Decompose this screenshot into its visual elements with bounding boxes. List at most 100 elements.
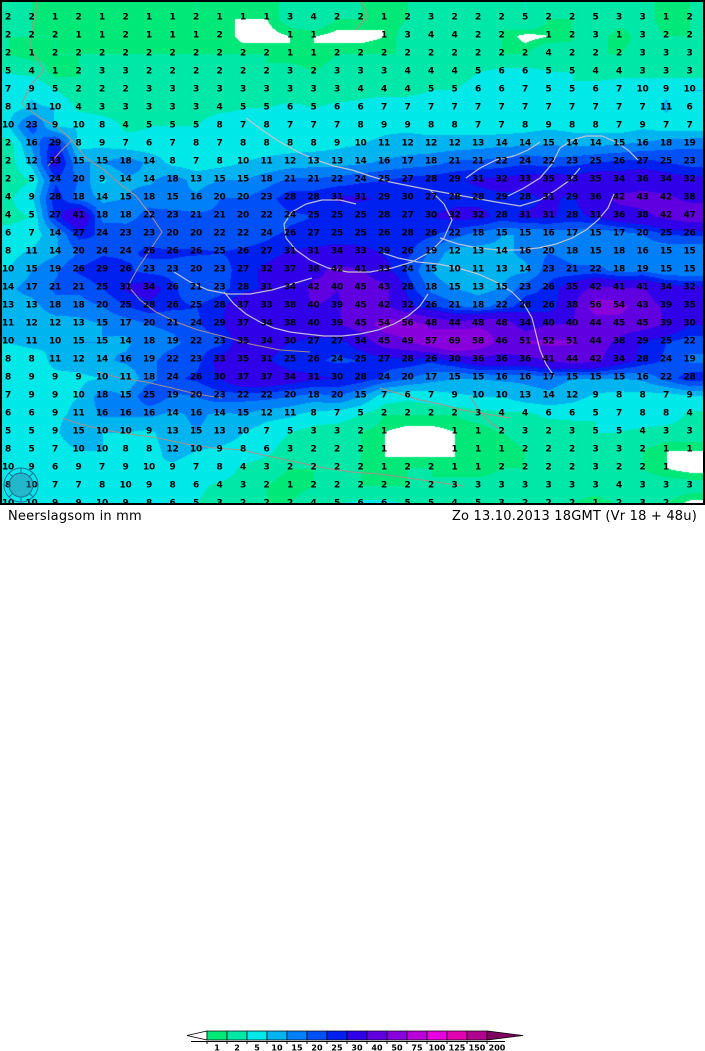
grid-value-cell: 1 [193, 32, 199, 41]
grid-value-cell: 2 [193, 14, 199, 23]
grid-value-cell: 1 [663, 446, 669, 455]
grid-value-cell: 35 [590, 176, 602, 185]
grid-value-cell: 17 [26, 284, 38, 293]
grid-value-cell: 2 [475, 14, 481, 23]
grid-value-cell: 8 [193, 140, 199, 149]
colorbar-over-arrow [487, 1031, 523, 1040]
grid-value-cell: 2 [217, 32, 223, 41]
grid-value-cell: 22 [237, 392, 249, 401]
grid-value-cell: 2 [5, 140, 11, 149]
grid-value-cell: 31 [120, 284, 132, 293]
grid-value-cell: 33 [519, 176, 531, 185]
grid-value-cell: 25 [143, 392, 155, 401]
grid-value-cell: 17 [425, 374, 437, 383]
grid-value-cell: 37 [237, 320, 249, 329]
grid-value-cell: 18 [261, 176, 273, 185]
grid-value-cell: 38 [637, 212, 649, 221]
grid-value-cell: 2 [264, 50, 270, 59]
grid-value-cell: 24 [284, 212, 296, 221]
grid-value-cell: 3 [663, 68, 669, 77]
grid-value-cell: 7 [334, 410, 340, 419]
grid-value-cell: 11 [261, 158, 273, 167]
grid-value-cell: 2 [663, 32, 669, 41]
grid-value-cell: 30 [684, 320, 696, 329]
grid-value-cell: 7 [76, 482, 82, 491]
grid-value-cell: 1 [76, 32, 82, 41]
grid-value-cell: 5 [240, 104, 246, 113]
grid-value-cell: 25 [284, 356, 296, 365]
grid-value-cell: 20 [543, 248, 555, 257]
grid-value-cell: 8 [640, 392, 646, 401]
grid-value-cell: 2 [405, 14, 411, 23]
grid-value-cell: 7 [499, 104, 505, 113]
grid-value-cell: 8 [311, 140, 317, 149]
grid-value-cell: 29 [49, 140, 61, 149]
grid-value-cell: 14 [566, 140, 578, 149]
grid-value-cell: 3 [170, 104, 176, 113]
grid-value-cell: 34 [613, 356, 625, 365]
grid-value-cell: 23 [120, 230, 132, 239]
grid-value-cell: 9 [76, 464, 82, 473]
grid-value-cell: 24 [120, 248, 132, 257]
grid-value-cell: 2 [311, 446, 317, 455]
grid-value-cell: 12 [167, 446, 179, 455]
grid-value-cell: 26 [543, 284, 555, 293]
grid-value-cell: 38 [308, 266, 320, 275]
colorbar-tick-label: 25 [331, 1044, 343, 1051]
grid-value-cell: 3 [217, 86, 223, 95]
grid-value-cell: 25 [355, 356, 367, 365]
grid-value-cell: 9 [29, 86, 35, 95]
grid-value-cell: 18 [472, 302, 484, 311]
grid-value-cell: 24 [96, 230, 108, 239]
grid-value-cell: 1 [287, 482, 293, 491]
grid-value-cell: 20 [237, 194, 249, 203]
grid-value-cell: 15 [96, 158, 108, 167]
grid-value-cell: 2 [123, 14, 129, 23]
grid-value-cell: 26 [167, 302, 179, 311]
grid-value-cell: 2 [358, 464, 364, 473]
grid-value-cell: 2 [687, 32, 693, 41]
grid-value-cell: 23 [167, 212, 179, 221]
grid-value-cell: 7 [99, 464, 105, 473]
grid-value-cell: 18 [120, 212, 132, 221]
grid-value-cell: 42 [590, 356, 602, 365]
grid-value-cell: 39 [331, 302, 343, 311]
grid-value-cell: 4 [405, 86, 411, 95]
grid-value-cell: 9 [640, 122, 646, 131]
grid-value-cell: 28 [402, 356, 414, 365]
grid-value-cell: 3 [287, 68, 293, 77]
grid-value-cell: 32 [472, 212, 484, 221]
grid-value-cell: 6 [405, 392, 411, 401]
grid-value-cell: 4 [522, 410, 528, 419]
grid-value-cell: 21 [167, 320, 179, 329]
grid-value-cell: 24 [331, 356, 343, 365]
grid-value-cell: 5 [546, 86, 552, 95]
grid-value-cell: 15 [496, 230, 508, 239]
grid-value-cell: 36 [472, 356, 484, 365]
grid-value-cell: 2 [499, 14, 505, 23]
grid-value-cell: 3 [287, 446, 293, 455]
grid-value-cell: 21 [449, 158, 461, 167]
grid-value-cell: 33 [566, 176, 578, 185]
grid-value-cell: 28 [237, 284, 249, 293]
grid-value-cell: 2 [428, 50, 434, 59]
grid-value-cell: 28 [637, 356, 649, 365]
grid-value-cell: 19 [637, 266, 649, 275]
grid-value-cell: 23 [214, 284, 226, 293]
grid-value-cell: 26 [284, 230, 296, 239]
grid-value-cell: 38 [284, 302, 296, 311]
grid-value-cell: 2 [76, 50, 82, 59]
grid-value-cell: 34 [519, 320, 531, 329]
grid-value-cell: 2 [640, 446, 646, 455]
grid-value-cell: 2 [358, 446, 364, 455]
grid-value-cell: 44 [590, 320, 602, 329]
grid-value-cell: 2 [569, 446, 575, 455]
grid-value-cell: 11 [472, 266, 484, 275]
grid-value-cell: 26 [378, 230, 390, 239]
grid-value-cell: 56 [402, 320, 414, 329]
grid-value-cell: 30 [449, 356, 461, 365]
grid-value-cell: 28 [143, 302, 155, 311]
grid-value-cell: 4 [499, 410, 505, 419]
